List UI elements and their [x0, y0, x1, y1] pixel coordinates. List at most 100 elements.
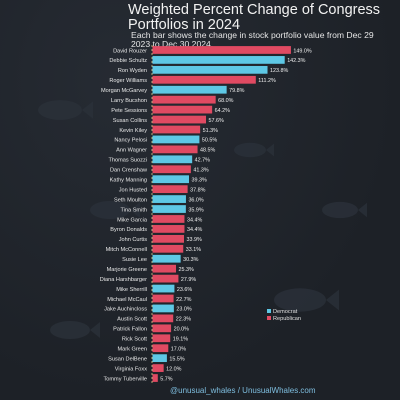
- value-label: 48.5%: [200, 148, 215, 154]
- bar: [152, 364, 164, 372]
- bar: [152, 105, 213, 114]
- background-whale-watermarks: [38, 100, 367, 339]
- value-label: 149.0%: [293, 48, 311, 54]
- category-label: Jon Husted: [119, 187, 147, 193]
- category-label: Michael McCaul: [107, 297, 147, 303]
- category-label: Thomas Suozzi: [108, 158, 147, 164]
- bar: [152, 304, 174, 313]
- value-label: 17.0%: [171, 347, 186, 353]
- value-label: 22.7%: [176, 297, 191, 303]
- bar: [152, 274, 179, 283]
- category-label: Tommy Tuberville: [103, 376, 147, 382]
- category-label: Ron Wyden: [118, 68, 147, 74]
- bar: [152, 294, 174, 303]
- bar: [152, 185, 188, 194]
- category-label: Nancy Pelosi: [114, 138, 147, 144]
- category-label: Austin Scott: [117, 317, 147, 323]
- category-label: Patrick Fallon: [113, 327, 147, 333]
- value-label: 123.8%: [270, 68, 288, 74]
- bar: [152, 344, 169, 353]
- category-label: Susan Collins: [113, 118, 147, 124]
- bar: [152, 145, 198, 154]
- value-label: 19.1%: [173, 337, 188, 343]
- bar: [152, 56, 285, 64]
- value-label: 35.9%: [188, 207, 203, 213]
- value-label: 33.9%: [186, 237, 201, 243]
- value-label: 5.7%: [160, 376, 172, 382]
- value-label: 142.3%: [287, 58, 305, 64]
- bar: [152, 135, 200, 144]
- value-label: 22.3%: [176, 317, 191, 323]
- bar: [152, 115, 207, 124]
- whale-watermark-icon: [90, 201, 140, 219]
- legend-label: Democrat: [273, 309, 298, 315]
- value-label: 64.2%: [215, 108, 230, 114]
- value-label: 33.1%: [186, 247, 201, 253]
- bar: [152, 65, 268, 74]
- bar: [152, 75, 256, 84]
- category-label: Diana Harshbarger: [100, 277, 147, 283]
- bar: [152, 374, 158, 382]
- chart-subtitle: Each bar shows the change in stock portf…: [131, 30, 374, 49]
- value-label: 41.3%: [193, 168, 208, 174]
- bar: [152, 324, 172, 333]
- value-label: 23.0%: [176, 307, 191, 313]
- bar: [152, 46, 291, 54]
- bar: [152, 225, 185, 233]
- bar: [152, 334, 171, 343]
- value-label: 79.8%: [229, 88, 244, 94]
- category-label: Seth Moulton: [114, 197, 147, 203]
- whale-watermark-icon: [234, 142, 274, 158]
- value-label: 20.0%: [174, 327, 189, 333]
- category-label: Dan Crenshaw: [110, 168, 148, 174]
- value-label: 51.3%: [203, 128, 218, 134]
- whale-watermark-icon: [274, 288, 339, 312]
- bar: [152, 195, 186, 203]
- category-label: Kathy Manning: [110, 178, 147, 184]
- category-label: Mark Green: [117, 347, 147, 353]
- category-label: Virginia Foxx: [115, 366, 147, 372]
- category-label: Byron Donalds: [110, 227, 147, 233]
- category-label: John Curtis: [119, 237, 147, 243]
- value-label: 12.0%: [166, 366, 181, 372]
- category-label: Jake Auchincloss: [104, 307, 147, 313]
- footer-credit[interactable]: @unusual_whales / UnusualWhales.com: [170, 386, 316, 395]
- value-label: 68.0%: [218, 98, 233, 104]
- value-label: 30.3%: [183, 257, 198, 263]
- value-label: 36.0%: [188, 197, 203, 203]
- category-label: David Rouzer: [113, 48, 147, 54]
- value-label: 34.4%: [187, 227, 202, 233]
- value-label: 25.3%: [179, 267, 194, 273]
- category-label: Debbie Schultz: [109, 58, 147, 64]
- category-label: Susie Lee: [122, 257, 147, 263]
- bar: [152, 354, 167, 363]
- category-label: Marjorie Greene: [107, 267, 147, 273]
- bar: [152, 95, 216, 104]
- bar: [152, 155, 193, 164]
- bar: [152, 215, 185, 223]
- whale-watermark-icon: [38, 100, 93, 120]
- bar: [152, 284, 175, 293]
- value-label: 42.7%: [195, 158, 210, 164]
- whale-watermark-icon: [50, 321, 100, 339]
- value-label: 50.5%: [202, 138, 217, 144]
- category-label: Pete Sessions: [111, 108, 147, 114]
- bar: [152, 205, 186, 213]
- value-label: 57.6%: [209, 118, 224, 124]
- whale-watermark-icon: [322, 201, 367, 219]
- chart-title: Weighted Percent Change of Congress Port…: [128, 2, 381, 33]
- bar: [152, 234, 184, 243]
- value-label: 15.5%: [169, 356, 184, 362]
- value-label: 37.8%: [190, 187, 205, 193]
- legend-swatch: [267, 309, 271, 313]
- value-label: 39.3%: [192, 178, 207, 184]
- category-label: Rick Scott: [122, 337, 148, 343]
- category-label: Mike Garcia: [117, 217, 148, 223]
- bar: [152, 165, 191, 174]
- category-label: Larry Bucshon: [111, 98, 147, 104]
- category-label: Kevin Kiley: [119, 128, 147, 134]
- category-label: Susan DelBene: [108, 356, 147, 362]
